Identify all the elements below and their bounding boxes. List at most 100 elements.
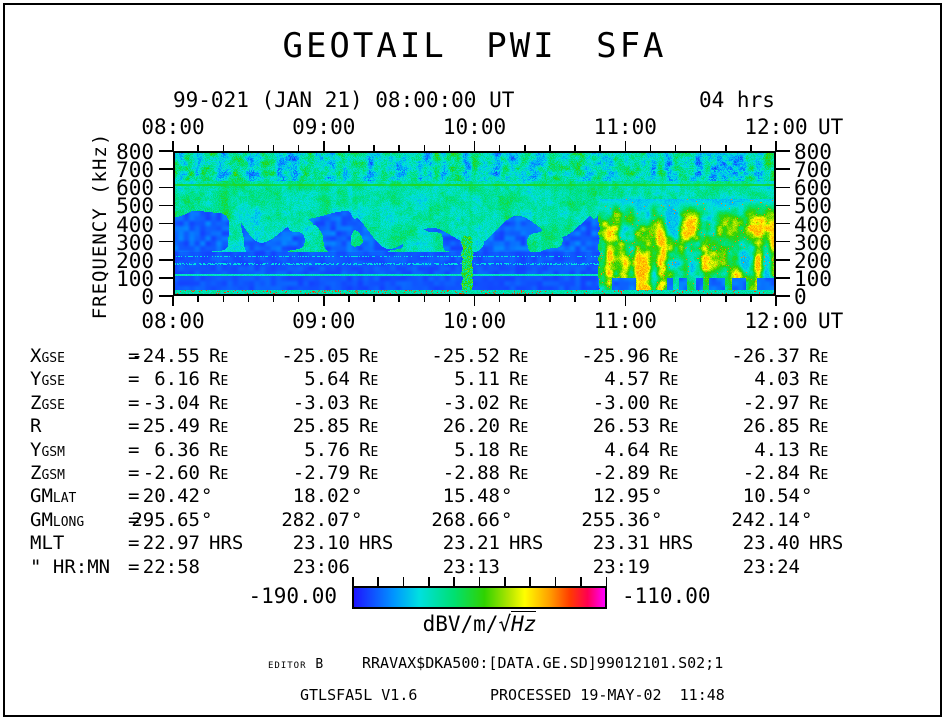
cell-value: 22:58 <box>142 555 200 578</box>
table-row: Zgse = -3.04 Re -3.03 Re -3.02 Re -3.00 Re -2.97 Re <box>0 392 945 416</box>
cell-unit: ° <box>651 508 663 531</box>
cell-value: -2.60 <box>142 462 200 484</box>
time-tick <box>247 145 250 151</box>
cell-unit: Re <box>659 391 679 414</box>
editor-label: editor B <box>268 657 325 672</box>
cell-value: 10.54 <box>742 485 800 508</box>
cell-unit: HRS <box>209 532 244 555</box>
time-unit-top: UT <box>818 115 844 139</box>
processed-label: PROCESSED 19-MAY-02 11:48 <box>490 686 725 704</box>
table-row: " HR:MN = 22:58 23:06 23:13 23:19 23:24 <box>0 556 945 580</box>
cell-value: 4.64 <box>604 438 650 461</box>
cell-unit: Re <box>209 438 229 461</box>
freq-label: 800 <box>116 140 154 164</box>
cell-unit: ° <box>351 508 363 531</box>
colorbar-tick <box>605 577 607 586</box>
cell-unit: HRS <box>659 532 694 555</box>
cell-value: 23:19 <box>592 555 650 578</box>
time-tick <box>649 145 652 151</box>
time-unit-bottom: UT <box>818 309 844 333</box>
equals-sign: = <box>128 532 140 555</box>
colorbar-tick <box>504 577 506 586</box>
cell-unit: Re <box>209 415 229 438</box>
cell-unit: HRS <box>359 532 394 555</box>
equals-sign: = <box>128 391 140 414</box>
row-label: Zgsm <box>30 462 65 484</box>
equals-sign: = <box>128 438 140 461</box>
cell-unit: Re <box>659 345 679 367</box>
colorbar-tick <box>453 577 455 586</box>
freq-ticks-left <box>159 150 173 297</box>
time-tick <box>448 296 451 302</box>
time-tick <box>423 145 425 151</box>
cell-unit: ° <box>201 485 213 508</box>
freq-tick <box>776 150 790 152</box>
time-tick <box>624 296 626 306</box>
cell-value: 5.18 <box>454 438 500 461</box>
freq-label: 500 <box>794 194 832 219</box>
freq-tick <box>776 295 790 297</box>
time-tick <box>498 296 501 302</box>
time-tick <box>197 145 199 151</box>
cell-unit: Re <box>509 368 529 391</box>
cell-value: -2.89 <box>592 462 650 484</box>
time-tick <box>549 145 551 151</box>
cell-unit: ° <box>801 485 813 508</box>
cell-value: -25.52 <box>431 345 500 367</box>
date-label: 99-021 (JAN 21) 08:00:00 UT <box>173 88 515 112</box>
cell-unit: Re <box>509 438 529 461</box>
cell-value: 5.11 <box>454 368 500 391</box>
row-label: " HR:MN <box>30 555 111 578</box>
ephemeris-table: Xgse = -24.55 Re -25.05 Re -25.52 Re -25.96 Re -26… <box>0 345 945 585</box>
cell-unit: Re <box>809 391 829 414</box>
freq-tick <box>159 222 173 225</box>
row-label: Zgse <box>30 391 65 414</box>
time-tick <box>549 296 551 302</box>
freq-label: 100 <box>116 266 154 291</box>
cell-value: 4.03 <box>754 368 800 391</box>
colorbar-max-label: -110.00 <box>622 584 711 608</box>
cell-unit: Re <box>809 345 829 367</box>
time-tick <box>272 145 275 151</box>
time-tick <box>473 296 476 306</box>
freq-tick <box>159 277 173 279</box>
freq-tick <box>159 186 173 188</box>
freq-label: 600 <box>116 176 154 201</box>
freq-axis-label: FREQUENCY (kHz) <box>89 132 111 320</box>
time-tick <box>172 296 174 306</box>
row-label: GMlong <box>30 508 85 531</box>
time-tick <box>323 296 325 306</box>
freq-ticks-right <box>776 150 790 297</box>
time-label: 12:00 <box>744 309 808 333</box>
time-tick <box>172 141 174 151</box>
freq-tick <box>776 204 790 207</box>
cell-unit: ° <box>501 508 513 531</box>
colorbar-min-label: -190.00 <box>248 584 337 608</box>
file-path: RRAVAX$DKA500:[DATA.GE.SD]99012101.S02;1 <box>362 654 724 672</box>
row-label: Ygsm <box>30 438 65 461</box>
time-tick <box>750 145 752 151</box>
freq-label: 400 <box>116 212 154 237</box>
equals-sign: = <box>128 508 140 531</box>
time-label: 09:00 <box>292 309 356 333</box>
time-tick <box>323 141 325 151</box>
time-label: 10:00 <box>442 309 507 333</box>
colorbar-tick <box>580 577 582 586</box>
cell-unit: Re <box>209 462 229 484</box>
equals-sign: = <box>128 345 140 367</box>
time-tick <box>775 296 777 306</box>
freq-label: 800 <box>794 140 832 164</box>
time-tick <box>297 145 300 151</box>
freq-tick <box>776 186 790 188</box>
cell-unit: Re <box>209 345 229 367</box>
cell-unit: Re <box>809 462 829 484</box>
cell-unit: Re <box>809 415 829 438</box>
time-tick <box>423 296 425 302</box>
freq-tick <box>159 204 173 207</box>
time-tick <box>599 296 601 302</box>
colorbar-tick <box>352 577 354 586</box>
cell-value: 20.42 <box>142 485 200 508</box>
freq-label: 200 <box>116 248 154 273</box>
cell-value: -25.05 <box>281 345 350 367</box>
cell-value: -25.96 <box>581 345 650 367</box>
